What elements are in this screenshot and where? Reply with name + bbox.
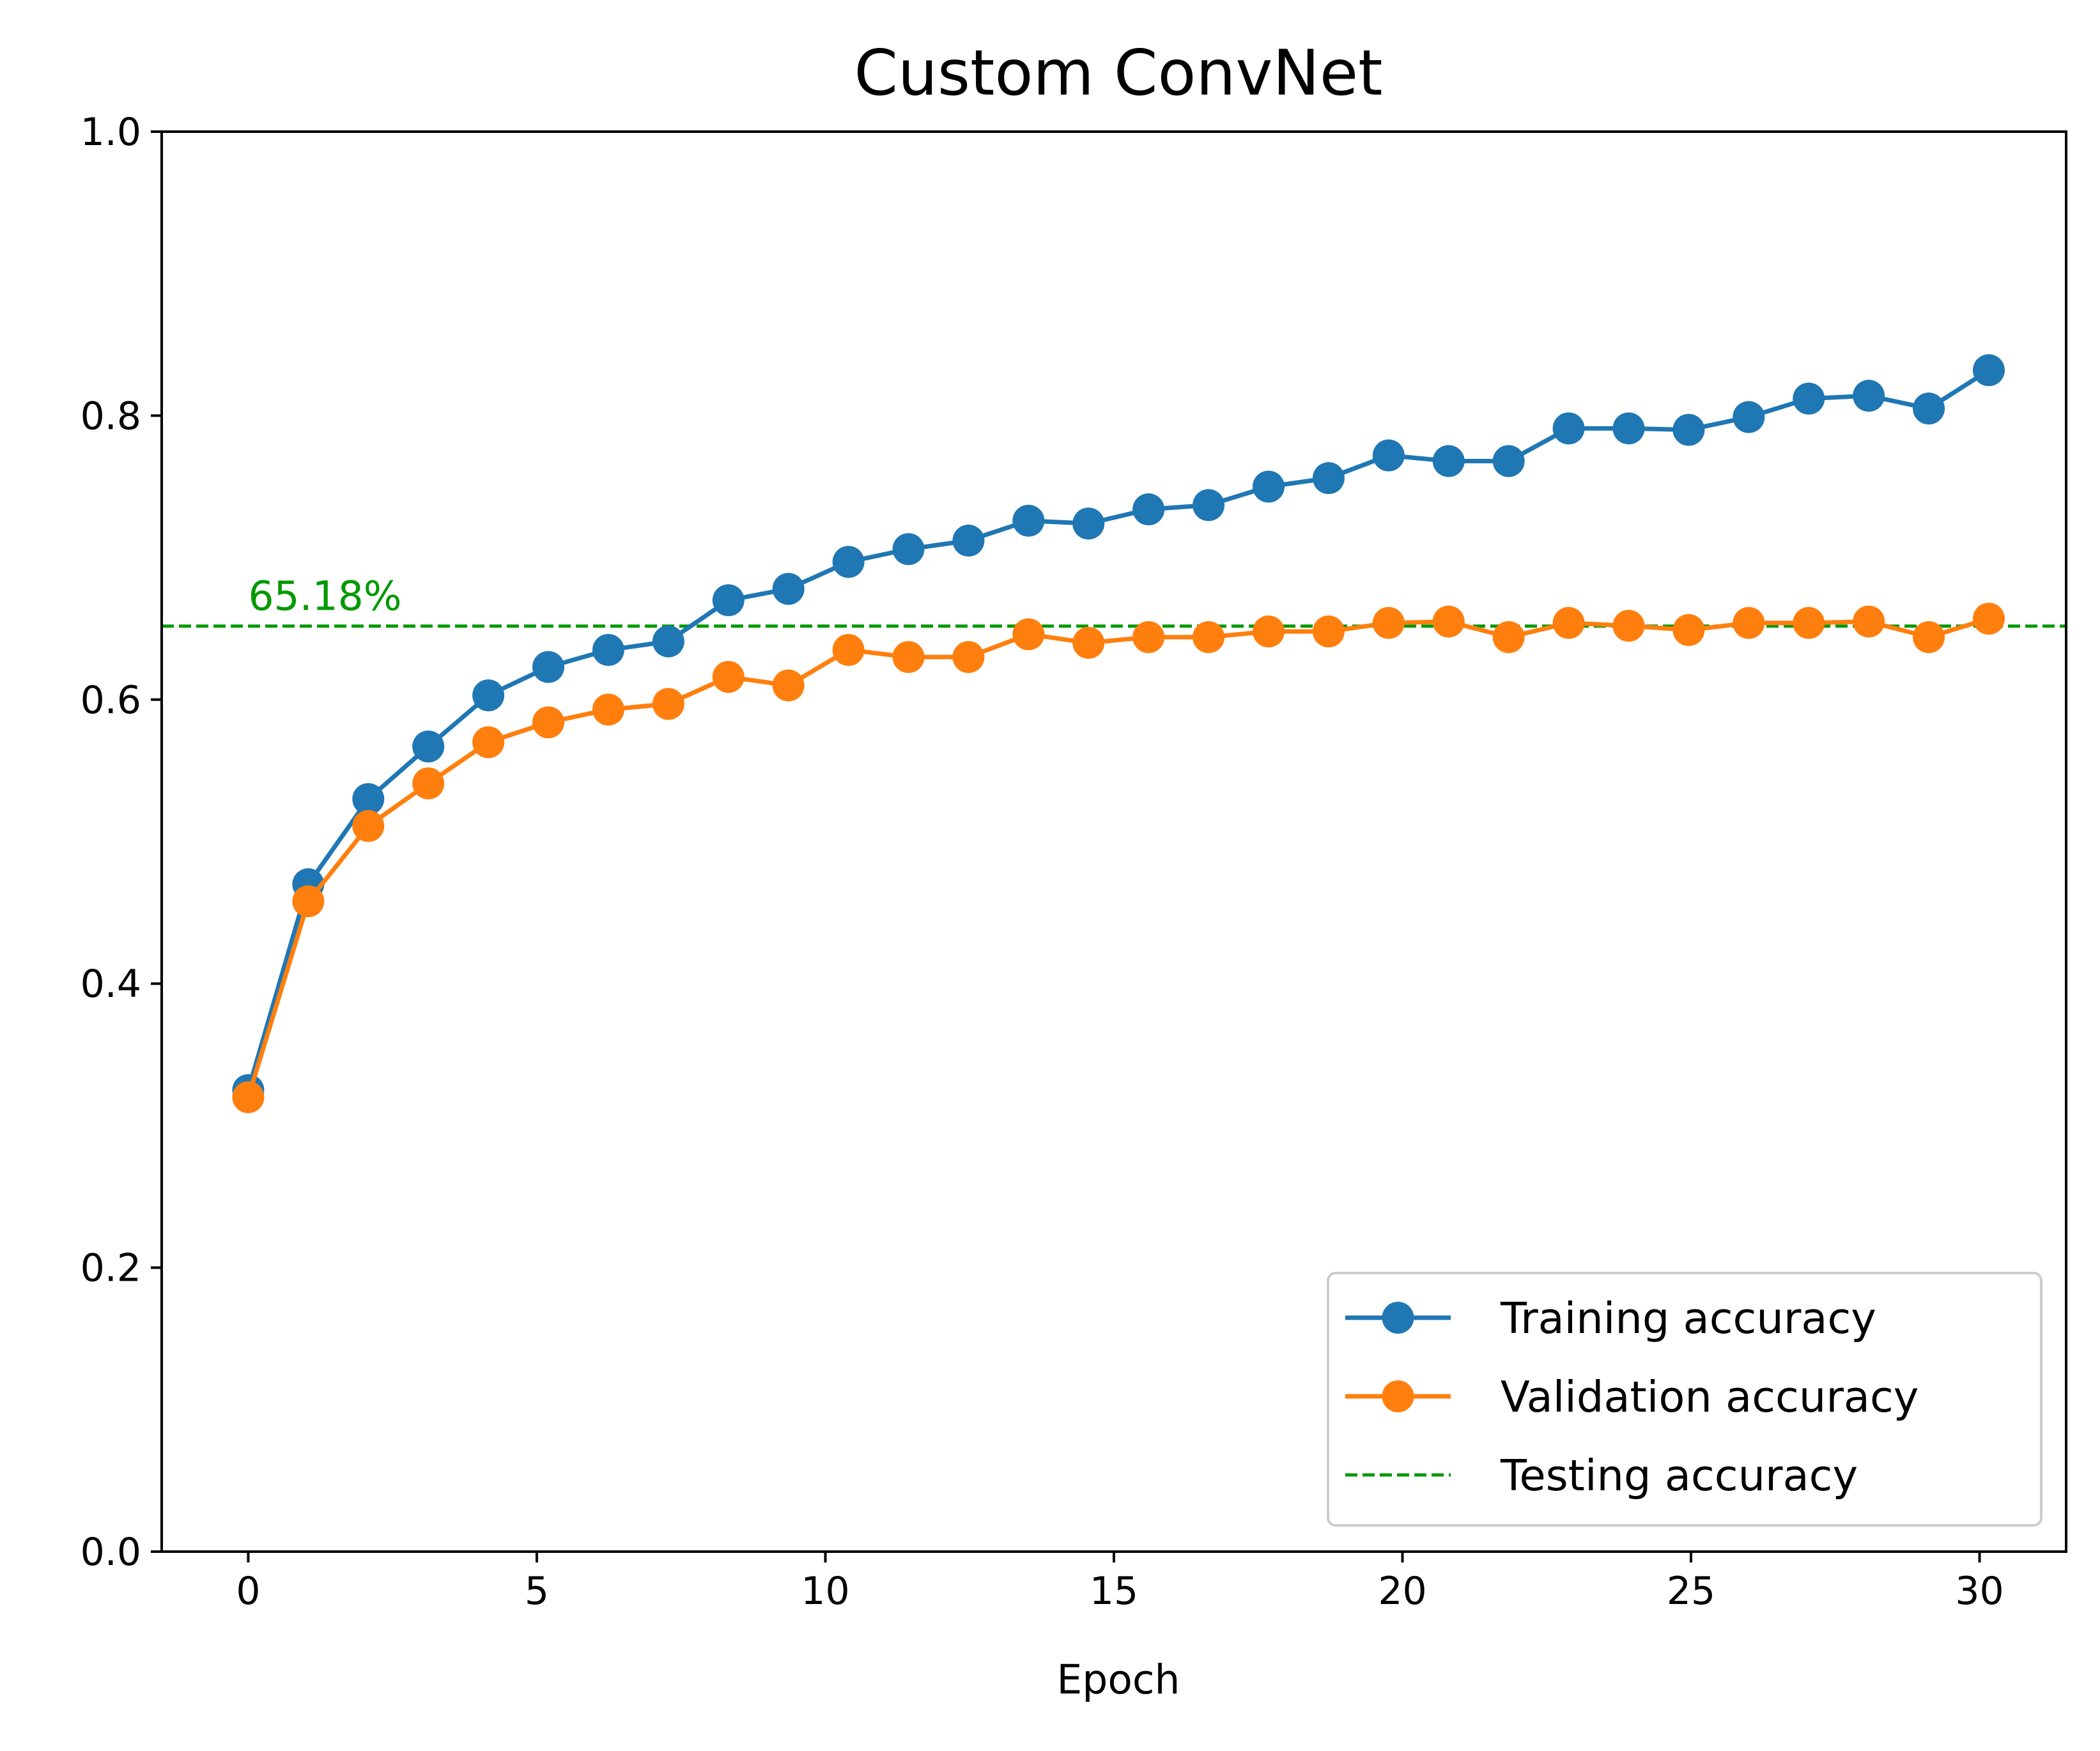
series-0-point-17 [1253,470,1285,503]
series-0-point-2 [352,783,385,815]
series-1-point-12 [952,641,985,674]
series-0-point-3 [412,730,445,763]
series-1-point-10 [832,634,865,667]
series-0-point-8 [712,584,745,617]
series-0-point-25 [1733,401,1765,433]
series-1-point-29 [1972,603,2005,635]
series-0-point-7 [652,625,684,658]
series-1-point-1 [292,885,325,918]
series-1-point-18 [1312,615,1345,648]
y-tick-label-1: 0.2 [81,1246,141,1291]
series-0-point-9 [772,573,805,605]
y-tick-label-5: 1.0 [81,110,141,155]
series-1-point-19 [1372,606,1405,639]
x-tick-label-2: 10 [801,1569,849,1614]
series-0-point-20 [1432,445,1465,477]
series-1-point-23 [1612,610,1645,642]
series-1-point-2 [352,810,385,842]
series-1-point-13 [1012,618,1045,651]
series-1-point-9 [772,669,805,702]
legend-label-2: Testing accuracy [1500,1451,1858,1500]
series-1-point-6 [592,693,624,726]
series-1-point-15 [1132,621,1165,654]
series-0-point-5 [532,651,565,683]
legend: Training accuracy Validation accuracy Test… [1327,1272,2042,1527]
series-0-point-13 [1012,504,1045,537]
series-0-point-15 [1132,493,1165,526]
series-0-point-21 [1492,445,1525,477]
series-1-point-4 [472,726,505,759]
series-1-point-7 [652,688,684,720]
series-0-point-22 [1552,412,1585,445]
series-0-point-11 [892,533,925,566]
series-0-point-27 [1853,380,1885,412]
series-0-point-10 [832,546,865,578]
series-1-point-24 [1672,613,1705,646]
x-tick-label-5: 25 [1667,1569,1715,1614]
series-0-point-16 [1193,489,1225,521]
x-tick-label-4: 20 [1378,1569,1426,1614]
series-1-point-25 [1733,606,1765,639]
legend-swatch-marker-1 [1382,1380,1414,1412]
legend-swatch-marker-0 [1382,1302,1414,1334]
series-0-point-24 [1672,413,1705,446]
series-0-point-26 [1793,382,1825,415]
series-1-point-3 [412,767,445,799]
plot-area: 65.18% 0 5 10 15 20 25 30 0.0 0.2 0.4 0.6 0.8 1.0 [81,110,2067,1614]
series-0-point-14 [1072,507,1105,540]
series-0-point-29 [1972,354,2005,387]
x-axis-label: Epoch [1057,1656,1180,1703]
x-tick-label-1: 5 [525,1569,549,1614]
y-tick-label-4: 0.8 [81,394,141,438]
legend-frame [1327,1272,2042,1527]
y-tick-label-2: 0.4 [81,962,141,1007]
series-1-point-5 [532,706,565,739]
series-0-point-6 [592,634,624,667]
chart-title: Custom ConvNet [854,37,1382,110]
series-1-point-21 [1492,621,1525,654]
series-1-point-26 [1793,606,1825,639]
series-0-point-23 [1612,412,1645,445]
series-0-point-18 [1312,462,1345,495]
legend-label-0: Training accuracy [1500,1293,1876,1343]
series-1-point-28 [1913,621,1945,654]
x-tick-label-3: 15 [1090,1569,1138,1614]
series-0-point-4 [472,679,505,712]
x-tick-label-6: 30 [1955,1569,2003,1614]
series-1-point-22 [1552,606,1585,639]
y-tick-label-0: 0.0 [81,1530,141,1575]
reference-line-annotation-0: 65.18% [248,573,401,620]
y-tick-label-3: 0.6 [81,678,141,723]
series-1-point-17 [1253,615,1285,648]
series-1-point-27 [1853,605,1885,638]
legend-label-1: Validation accuracy [1501,1372,1919,1422]
series-1-point-14 [1072,626,1105,659]
series-0-point-19 [1372,439,1405,472]
series-1-point-8 [712,661,745,693]
series-1-point-11 [892,641,925,674]
series-1-point-0 [232,1081,265,1113]
series-0-point-12 [952,524,985,557]
x-tick-label-0: 0 [236,1569,260,1614]
series-0-point-28 [1913,392,1945,425]
series-1-point-16 [1193,621,1225,654]
series-1-point-20 [1432,605,1465,638]
